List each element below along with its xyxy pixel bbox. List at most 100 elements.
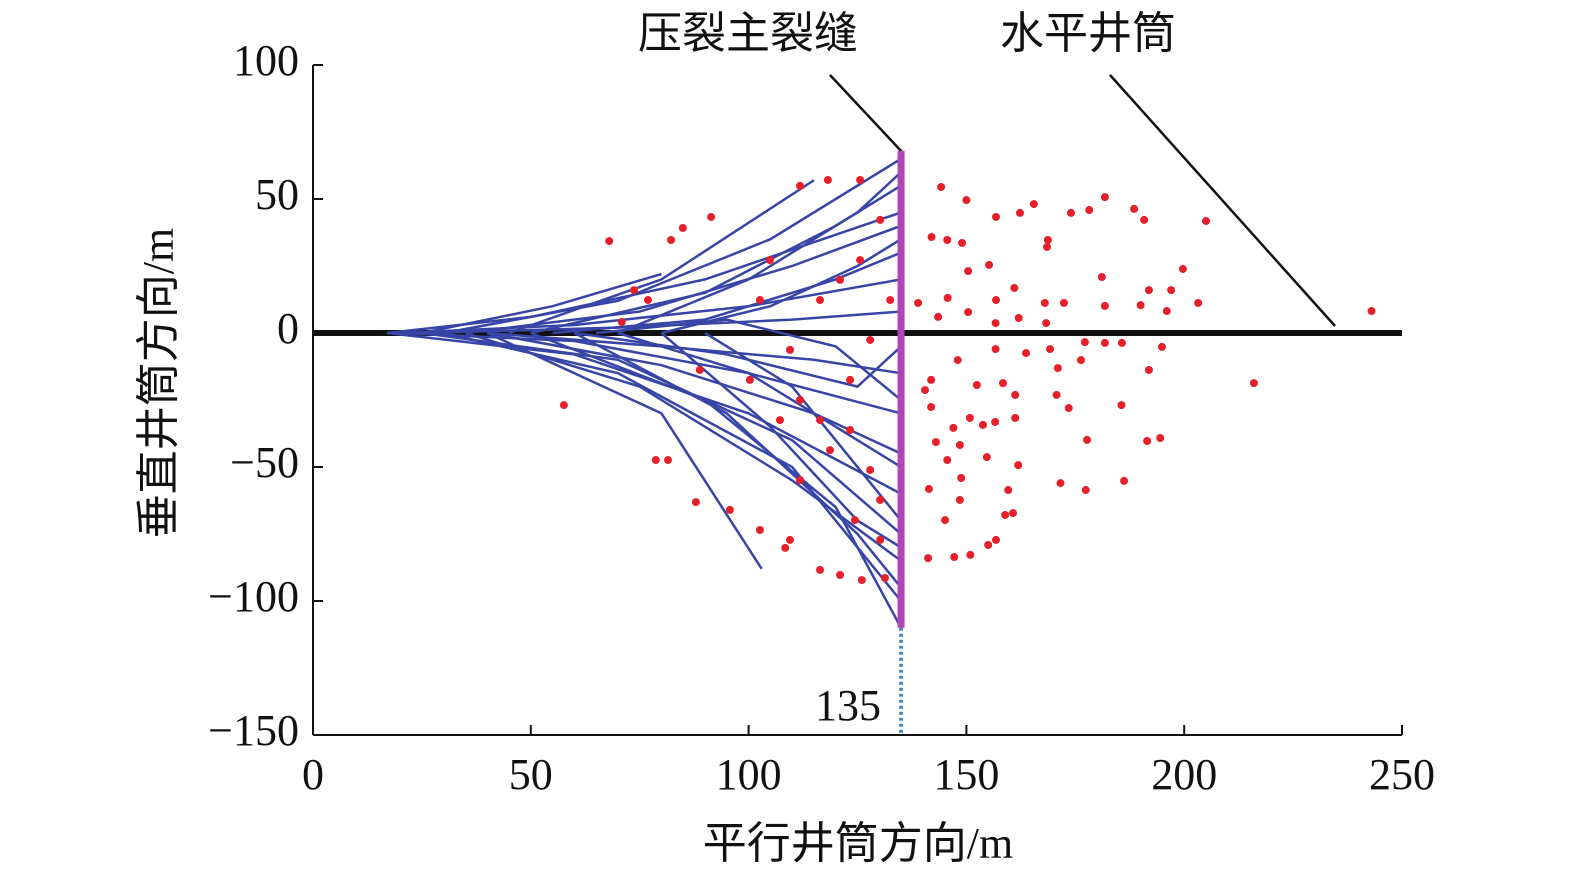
microseismic-point <box>931 438 940 447</box>
microseismic-point <box>695 365 704 374</box>
microseismic-point <box>1143 437 1152 446</box>
microseismic-point <box>1011 390 1020 399</box>
microseismic-point <box>857 576 866 585</box>
y-tick-label: 0 <box>277 304 299 353</box>
microseismic-point <box>1140 215 1149 224</box>
microseismic-point <box>678 223 687 232</box>
x-tick-label: 50 <box>509 750 553 799</box>
microseismic-point <box>941 516 950 525</box>
fracture-leader <box>829 74 904 154</box>
microseismic-point <box>1015 208 1024 217</box>
microseismic-point <box>1009 509 1018 518</box>
microseismic-point <box>992 296 1001 305</box>
microseismic-point <box>667 236 676 245</box>
fracture-path <box>660 332 902 549</box>
microseismic-point <box>943 456 952 465</box>
microseismic-point <box>559 401 568 410</box>
microseismic-point <box>964 267 973 276</box>
microseismic-point <box>927 375 936 384</box>
microseismic-point <box>856 256 865 265</box>
microseismic-point <box>691 498 700 507</box>
microseismic-point <box>755 296 764 305</box>
microseismic-point <box>605 237 614 246</box>
microseismic-point <box>836 275 845 284</box>
microseismic-point <box>1056 479 1065 488</box>
microseismic-point <box>1010 283 1019 292</box>
fracture-path <box>421 331 902 535</box>
microseismic-point <box>1144 286 1153 295</box>
microseismic-point <box>914 298 923 307</box>
microseismic-point <box>978 420 987 429</box>
microseismic-point <box>972 380 981 389</box>
microseismic-point <box>1042 319 1051 328</box>
y-tick-label: −100 <box>208 572 299 621</box>
microseismic-point <box>1042 242 1051 251</box>
microseismic-point <box>850 516 859 525</box>
microseismic-point <box>1076 356 1085 365</box>
wellbore-leader <box>1109 74 1336 327</box>
microseismic-point <box>982 453 991 462</box>
microseismic-point <box>937 182 946 191</box>
fracture-path <box>487 331 902 455</box>
fracture-x-label: 135 <box>815 681 881 730</box>
microseismic-point <box>664 456 673 465</box>
microseismic-point <box>1201 216 1210 225</box>
microseismic-point <box>924 554 933 563</box>
microseismic-point <box>876 215 885 224</box>
microseismic-point <box>866 335 875 344</box>
microseismic-point <box>991 417 1000 426</box>
microseismic-point <box>1100 338 1109 347</box>
microseismic-point <box>991 345 1000 354</box>
fracture-path <box>465 224 902 335</box>
microseismic-point <box>1249 379 1258 388</box>
microseismic-point <box>992 212 1001 221</box>
microseismic-point <box>816 416 825 425</box>
microseismic-point <box>630 286 639 295</box>
y-tick-label: −150 <box>208 706 299 755</box>
microseismic-point <box>955 441 964 450</box>
microseismic-point <box>1011 413 1020 422</box>
fracture-path <box>443 331 903 602</box>
microseismic-point <box>1059 298 1068 307</box>
fracture-path <box>704 331 903 522</box>
microseismic-point <box>1080 338 1089 347</box>
fracture-annotation: 压裂主裂缝 <box>638 9 858 58</box>
microseismic-point <box>998 379 1007 388</box>
microseismic-point <box>985 260 994 269</box>
microseismic-point <box>1117 401 1126 410</box>
microseismic-point <box>1040 298 1049 307</box>
microseismic-point <box>886 296 895 305</box>
fracture-path <box>530 331 903 629</box>
microseismic-point <box>921 386 930 395</box>
microseismic-point <box>991 319 1000 328</box>
microseismic-point <box>927 402 936 411</box>
microseismic-point <box>1156 434 1165 443</box>
microseismic-point <box>651 456 660 465</box>
microseismic-point <box>943 293 952 302</box>
microseismic-point <box>955 495 964 504</box>
microseismic-point <box>1043 236 1052 245</box>
microseismic-point <box>836 571 845 580</box>
microseismic-point <box>1130 204 1139 213</box>
fracture-path <box>508 179 815 335</box>
microseismic-point <box>1162 307 1171 316</box>
microseismic-point <box>785 345 794 354</box>
microseismic-point <box>1029 200 1038 209</box>
microseismic-point <box>1066 208 1075 217</box>
fracture-path <box>486 331 763 570</box>
microseismic-point <box>1046 345 1055 354</box>
microseismic-point <box>1085 205 1094 214</box>
microseismic-point <box>1001 510 1010 519</box>
fracture-path <box>552 251 902 335</box>
microseismic-point <box>962 196 971 205</box>
microseismic-point <box>1014 313 1023 322</box>
microseismic-point <box>876 535 885 544</box>
microseismic-point <box>1178 264 1187 273</box>
microseismic-point <box>846 375 855 384</box>
microseismic-point <box>1022 349 1031 358</box>
x-tick-label: 200 <box>1151 750 1217 799</box>
microseismic-point <box>943 236 952 245</box>
microseismic-point <box>816 565 825 574</box>
microseismic-point <box>1144 365 1153 374</box>
